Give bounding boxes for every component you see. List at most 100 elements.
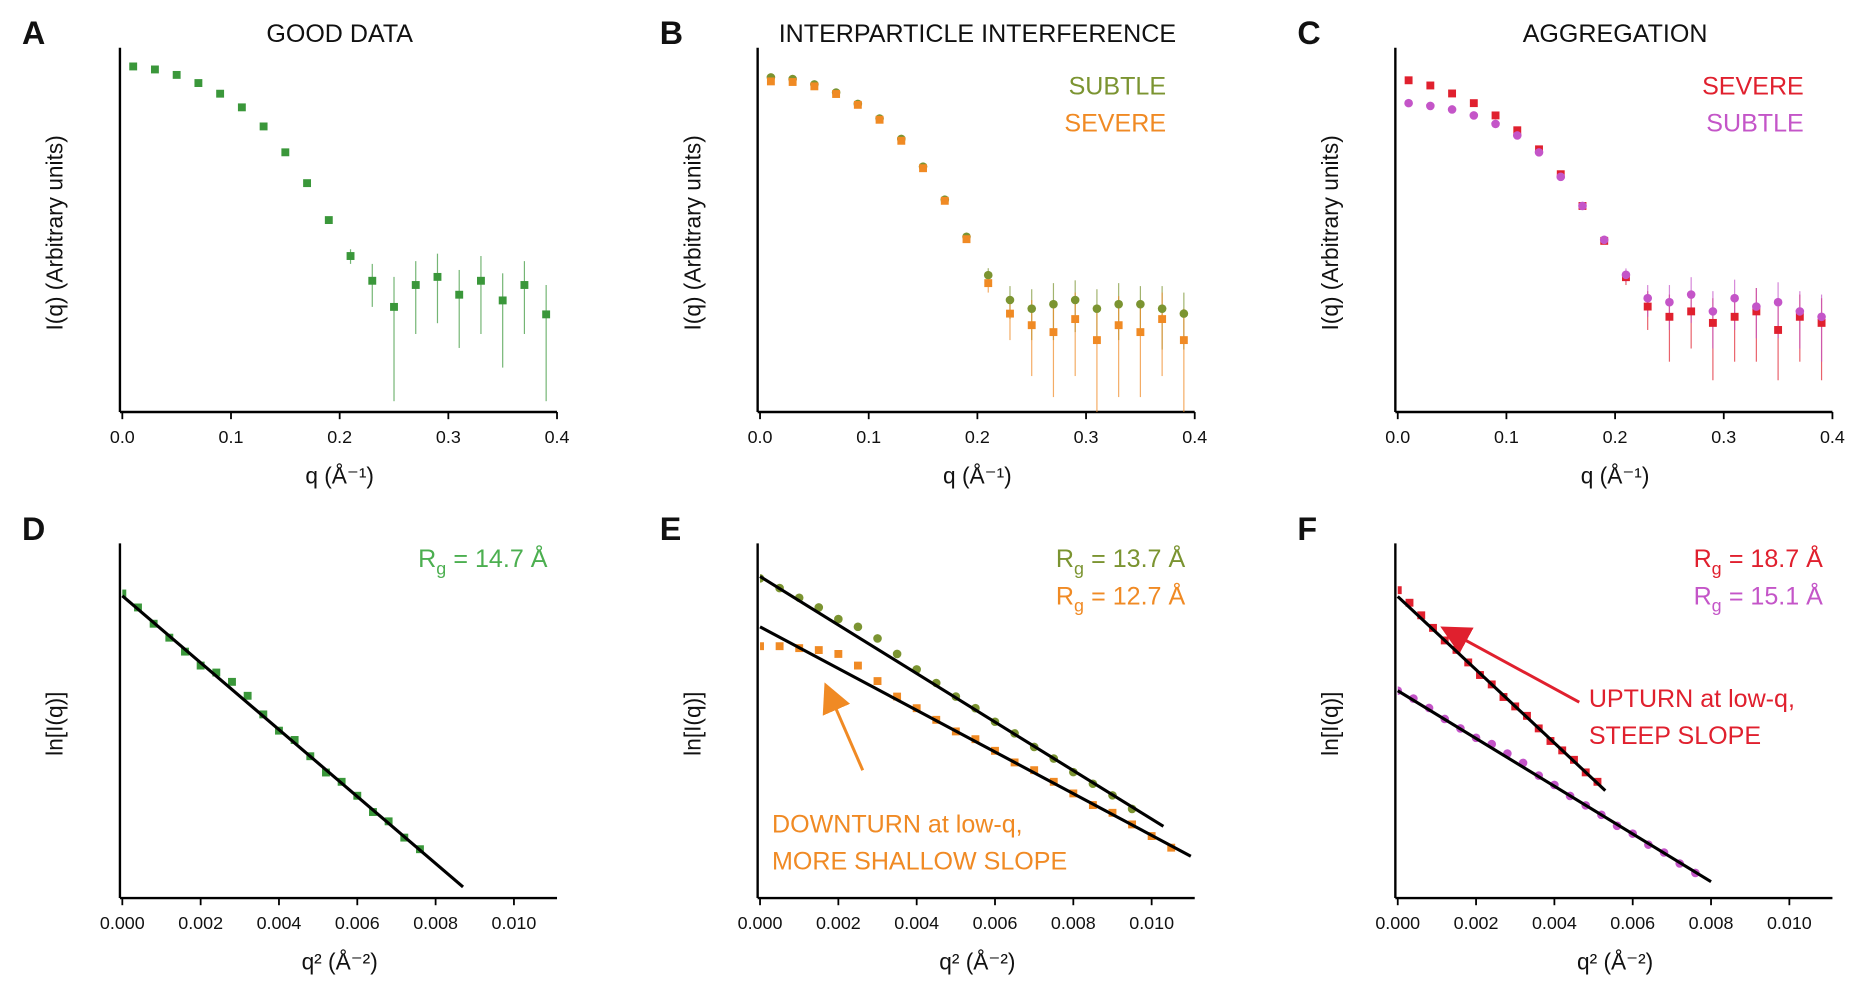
data-point [1114, 321, 1123, 330]
y-axis-label: I(q) (Arbitrary units) [42, 135, 68, 330]
y-axis-label: I(q) (Arbitrary units) [679, 135, 705, 330]
panel-label: C [1297, 15, 1320, 51]
x-tick-label: 0.006 [335, 913, 380, 933]
panel-label: D [22, 511, 45, 547]
x-tick-label: 0.000 [1375, 913, 1420, 933]
data-point [1136, 299, 1145, 309]
data-point [1006, 309, 1014, 318]
data-point [542, 310, 551, 319]
data-point [1469, 111, 1479, 120]
data-point [1469, 99, 1478, 108]
annotation-arrow [822, 682, 865, 771]
data-point [1512, 131, 1522, 140]
x-tick-label: 0.2 [1603, 427, 1628, 447]
x-tick-label: 0.004 [257, 913, 302, 933]
legend-entry: SUBTLE [1069, 72, 1167, 100]
data-point [390, 302, 398, 311]
data-point [1049, 299, 1058, 309]
data-point [498, 296, 507, 305]
x-tick-label: 0.010 [492, 913, 537, 933]
data-point [1708, 318, 1717, 327]
data-point [433, 272, 442, 281]
x-tick-label: 0.0 [110, 427, 135, 447]
x-tick-label: 0.002 [1454, 913, 1499, 933]
annotation: STEEP SLOPE [1589, 722, 1761, 750]
data-point [1643, 293, 1652, 303]
plot-area [766, 73, 1189, 413]
x-tick-label: 0.3 [1711, 427, 1736, 447]
data-point [196, 661, 205, 670]
data-point [1417, 611, 1426, 620]
rg-value: = 14.7 Å [453, 543, 547, 573]
panel-label: A [22, 15, 45, 51]
data-point [832, 90, 841, 98]
annotation: UPTURN at low-q, [1589, 685, 1795, 713]
data-point [1070, 295, 1080, 305]
y-axis-label: I(q) (Arbitrary units) [1317, 135, 1343, 330]
data-point [1426, 101, 1435, 111]
data-point [1158, 315, 1167, 324]
x-tick-label: 0.008 [1051, 913, 1096, 933]
data-point [775, 642, 784, 651]
data-point [1491, 119, 1500, 129]
data-point [1730, 293, 1739, 303]
x-tick-label: 0.000 [100, 913, 145, 933]
rg-value: = 15.1 Å [1729, 580, 1823, 610]
rg-label: Rg = 14.7 Å [418, 543, 548, 578]
data-point [788, 78, 797, 86]
data-point [1092, 304, 1102, 313]
fit-line [121, 594, 465, 889]
data-point [1752, 302, 1761, 311]
x-tick-label: 0.010 [1129, 913, 1174, 933]
x-axis-label: q² (Å⁻²) [302, 949, 378, 975]
rg-subscript: g [1074, 558, 1084, 578]
data-point [1030, 766, 1039, 775]
x-tick-label: 0.1 [856, 427, 881, 447]
data-point [1179, 309, 1189, 318]
x-axis-label: q (Å⁻¹) [943, 463, 1012, 489]
data-point [940, 196, 949, 205]
data-point [216, 89, 225, 98]
x-tick-label: 0.4 [1820, 427, 1845, 447]
data-point [1599, 235, 1609, 245]
data-point [228, 677, 236, 686]
data-point [1426, 81, 1435, 90]
panel-title: AGGREGATION [1523, 20, 1708, 48]
x-tick-label: 0.006 [1610, 913, 1655, 933]
rg-label: Rg = 12.7 Å [1056, 580, 1186, 615]
x-tick-label: 0.4 [545, 427, 570, 447]
data-point [760, 642, 764, 651]
data-point [1556, 172, 1566, 182]
data-point [243, 691, 252, 700]
data-point [368, 276, 377, 285]
data-point [1534, 148, 1544, 157]
data-point [892, 649, 902, 659]
data-point [1665, 297, 1674, 307]
x-tick-label: 0.002 [178, 913, 223, 933]
rg-subscript: g [1074, 595, 1084, 615]
data-point [1179, 336, 1188, 345]
data-point [1071, 315, 1080, 324]
data-point [259, 122, 268, 131]
x-tick-label: 0.0 [748, 427, 773, 447]
annotation-arrow [1440, 626, 1580, 704]
data-point [875, 115, 884, 124]
data-point [1665, 312, 1674, 321]
y-axis-label: ln[I(q)] [1317, 692, 1343, 756]
data-point [290, 736, 299, 744]
x-axis-label: q² (Å⁻²) [1577, 949, 1653, 975]
data-point [853, 661, 862, 670]
data-point [983, 270, 993, 280]
panel: B INTERPARTICLE INTERFERENCE q (Å⁻¹) I(q) (… [660, 15, 1207, 488]
legend-entry: SEVERE [1702, 72, 1804, 100]
rg-value: = 13.7 Å [1091, 543, 1185, 573]
data-point [150, 65, 159, 74]
data-point [1686, 290, 1696, 299]
data-point [873, 634, 882, 643]
panel: Dq² (Å⁻²) ln[I(q)] 0.000 0.002 0.004 0.006 0.0… [22, 511, 558, 975]
rg-symbol: R [1056, 545, 1074, 573]
data-point [346, 252, 355, 260]
data-point [194, 79, 203, 87]
data-point [324, 216, 333, 225]
